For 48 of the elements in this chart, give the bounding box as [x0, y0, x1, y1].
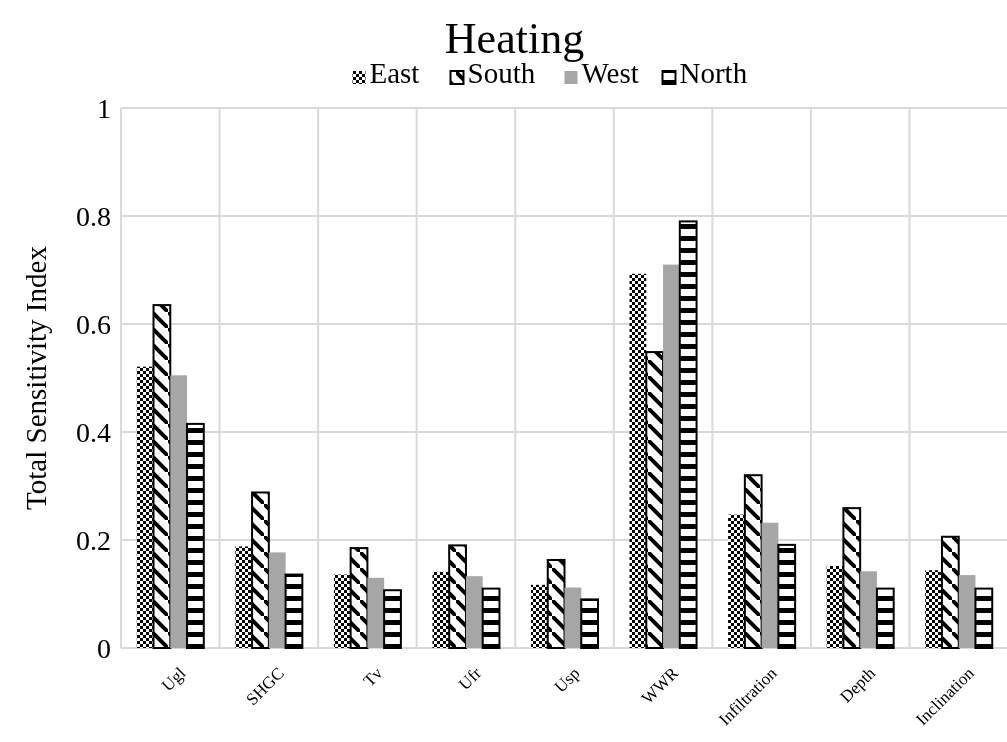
y-tick-label: 0.4 — [76, 416, 111, 448]
bar — [842, 507, 862, 649]
legend-label: North — [679, 57, 748, 89]
x-tick-label: Ugl — [157, 663, 190, 696]
bar — [728, 514, 745, 648]
bar — [663, 264, 680, 648]
bar — [546, 558, 566, 649]
bar — [136, 366, 154, 648]
bar — [860, 571, 877, 648]
x-tick-label: Tv — [359, 663, 387, 691]
bar — [465, 576, 483, 648]
bar — [974, 587, 994, 649]
y-tick-label: 0.2 — [76, 524, 111, 556]
bar — [170, 375, 188, 648]
x-tick-label: Ufr — [454, 663, 486, 694]
bar — [448, 544, 467, 649]
bar — [940, 535, 960, 649]
bar — [743, 474, 763, 649]
bar — [349, 547, 369, 649]
bar — [383, 589, 402, 649]
legend-label: East — [369, 57, 420, 89]
bar — [629, 273, 647, 648]
bar — [875, 587, 895, 649]
y-tick-label: 1 — [97, 92, 111, 124]
bar — [530, 584, 548, 648]
bar — [678, 220, 698, 649]
bar — [761, 522, 779, 648]
y-tick-label: 0 — [97, 632, 111, 664]
bar — [958, 575, 976, 648]
x-tick-label: Usp — [550, 663, 584, 697]
bar — [186, 422, 205, 649]
bar — [645, 351, 665, 649]
bar — [432, 571, 450, 648]
bar — [564, 587, 582, 648]
bar — [268, 552, 286, 648]
y-tick-label: 0.8 — [76, 200, 111, 232]
bar — [925, 570, 942, 648]
y-axis-title: Total Sensitivity Index — [20, 245, 52, 510]
bar — [777, 543, 797, 649]
bar — [367, 577, 385, 648]
bar — [284, 573, 304, 649]
bar — [333, 574, 351, 648]
bar — [152, 304, 172, 649]
bar — [580, 598, 600, 649]
y-tick-label: 0.6 — [76, 308, 111, 340]
bar — [251, 491, 270, 649]
bar — [235, 546, 253, 648]
bar — [481, 587, 501, 649]
